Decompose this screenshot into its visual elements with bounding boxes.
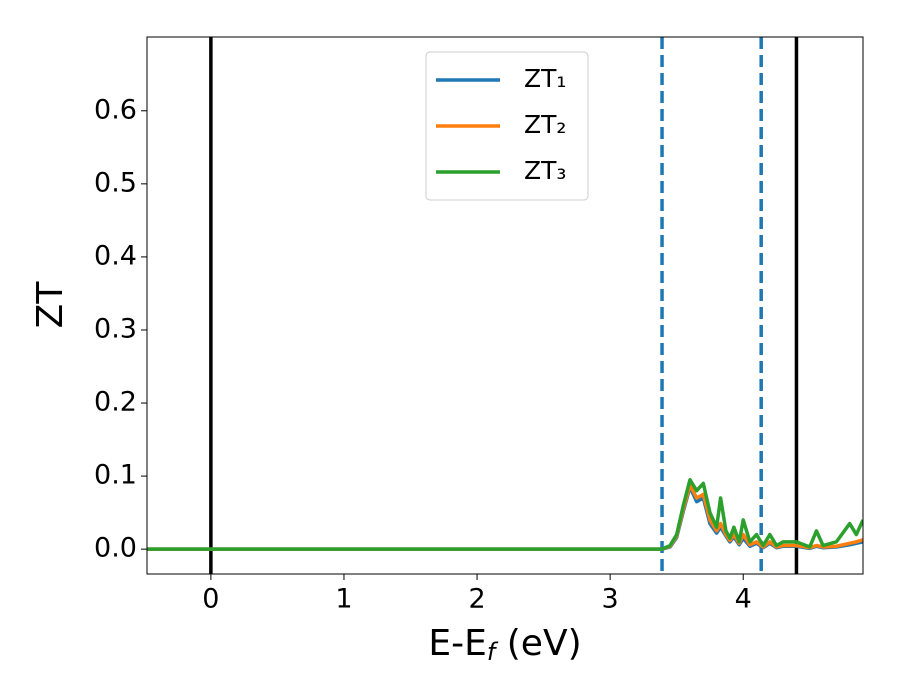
y-tick-label: 0.4 xyxy=(94,240,137,271)
x-tick-label: 0 xyxy=(202,584,219,615)
series-line xyxy=(147,478,863,551)
x-tick-label: 4 xyxy=(735,584,752,615)
x-label-unit: (eV) xyxy=(495,623,581,664)
series-line xyxy=(147,485,863,551)
x-tick-label: 1 xyxy=(335,584,352,615)
x-label-main: E-E xyxy=(428,623,486,664)
y-tick-label: 0.1 xyxy=(94,460,137,491)
y-tick-label: 0.2 xyxy=(94,387,137,418)
plot-area xyxy=(147,37,863,574)
legend-label: ZT₁ xyxy=(524,64,566,93)
x-tick-label: 2 xyxy=(468,584,485,615)
y-tick-label: 0.0 xyxy=(94,533,137,564)
x-axis-label: E-Ef (eV) xyxy=(428,623,581,666)
x-tick-label: 3 xyxy=(602,584,619,615)
y-axis-label: ZT xyxy=(30,281,71,329)
y-tick-label: 0.6 xyxy=(94,94,137,125)
y-tick-label: 0.3 xyxy=(94,313,137,344)
plot-frame xyxy=(146,36,864,575)
series-line xyxy=(147,483,863,551)
legend-label: ZT₂ xyxy=(524,110,566,139)
y-tick-label: 0.5 xyxy=(94,167,137,198)
legend-box xyxy=(425,51,589,201)
legend-label: ZT₃ xyxy=(524,156,566,185)
